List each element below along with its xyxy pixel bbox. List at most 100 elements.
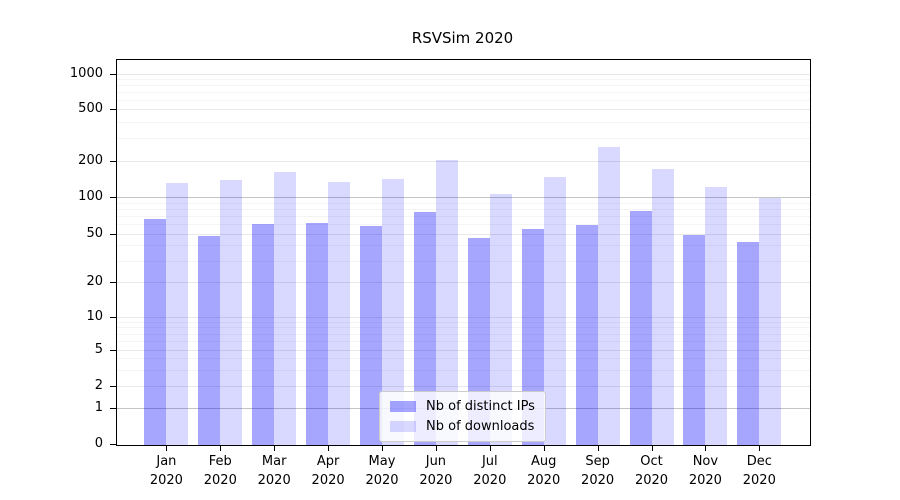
x-tick-label: May 2020 (365, 454, 399, 488)
minor-gridline (117, 137, 810, 139)
x-tick-label: Feb 2020 (203, 454, 237, 488)
x-tick (759, 445, 761, 451)
x-tick-label: Dec 2020 (742, 454, 776, 488)
legend-item-downloads: Nb of downloads (390, 419, 535, 434)
bar-distinct-ips-apr (306, 223, 329, 445)
bar-downloads-aug (543, 176, 566, 445)
major-gridline (117, 233, 810, 235)
major-gridline (117, 109, 810, 110)
bar-downloads-jan (166, 183, 189, 445)
legend: Nb of distinct IPs Nb of downloads (379, 391, 546, 442)
minor-gridline (117, 369, 810, 371)
minor-gridline (117, 340, 810, 342)
x-tick (651, 445, 653, 451)
major-gridline (117, 317, 810, 318)
y-tick (110, 444, 117, 445)
chart-title: RSVSim 2020 (411, 29, 514, 47)
major-gridline (117, 161, 810, 162)
legend-swatch-distinct-ips (390, 401, 416, 412)
minor-gridline (117, 321, 810, 323)
minor-gridline (117, 215, 810, 217)
minor-gridline (117, 327, 810, 329)
y-tick (110, 349, 117, 351)
x-tick-label: Jul 2020 (473, 454, 507, 488)
minor-gridline (117, 245, 810, 247)
y-tick-label: 2 (94, 378, 103, 393)
x-tick (435, 445, 437, 451)
y-tick (110, 408, 117, 409)
minor-gridline (117, 202, 810, 204)
y-tick (110, 317, 117, 318)
x-tick (274, 445, 276, 451)
y-tick (110, 74, 117, 75)
major-gridline (117, 386, 810, 387)
y-tick (110, 386, 117, 387)
bar-distinct-ips-feb (198, 235, 221, 445)
bar-downloads-jun (435, 159, 458, 445)
y-tick-label: 5 (94, 341, 103, 357)
bar-downloads-apr (328, 182, 351, 445)
y-tick-label: 20 (86, 274, 103, 289)
y-tick (110, 233, 117, 235)
y-tick-label: 200 (78, 153, 103, 168)
y-tick (110, 161, 117, 162)
minor-gridline (117, 79, 810, 81)
x-tick (166, 445, 168, 451)
y-tick-label: 10 (86, 309, 103, 324)
y-tick (110, 109, 117, 110)
x-tick-label: Oct 2020 (634, 454, 669, 488)
x-tick-label: Apr 2020 (311, 454, 345, 488)
minor-gridline (117, 85, 810, 87)
y-tick-label: 1000 (69, 66, 103, 81)
bar-downloads-may (382, 179, 404, 445)
x-tick (543, 445, 545, 451)
bar-downloads-mar (274, 172, 297, 445)
bar-distinct-ips-may (360, 225, 382, 445)
minor-gridline (117, 260, 810, 262)
y-tick-label: 100 (78, 189, 103, 204)
x-tick (382, 445, 383, 451)
minor-gridline (117, 358, 810, 360)
y-tick (110, 197, 117, 198)
x-tick (705, 445, 707, 451)
major-gridline (117, 349, 810, 351)
x-tick-label: Jan 2020 (149, 454, 183, 488)
y-tick-label: 1 (94, 400, 103, 415)
x-tick (328, 445, 330, 451)
bar-distinct-ips-dec (737, 242, 760, 445)
legend-item-distinct-ips: Nb of distinct IPs (390, 399, 535, 414)
legend-label-downloads: Nb of downloads (426, 419, 535, 434)
bar-distinct-ips-sep (575, 224, 598, 445)
x-tick (220, 445, 222, 451)
major-gridline (117, 282, 810, 283)
bar-distinct-ips-oct (629, 211, 652, 445)
minor-gridline (117, 208, 810, 210)
x-tick-label: Nov 2020 (688, 454, 722, 488)
x-tick-label: Aug 2020 (527, 454, 561, 488)
bar-downloads-sep (597, 147, 620, 445)
bar-downloads-dec (759, 198, 782, 445)
y-tick-label: 500 (78, 101, 103, 116)
major-gridline (117, 74, 810, 75)
minor-gridline (117, 99, 810, 101)
bar-downloads-oct (651, 168, 674, 445)
emphasized-gridline (117, 197, 810, 198)
minor-gridline (117, 333, 810, 335)
bar-distinct-ips-jan (144, 219, 167, 445)
x-tick-label: Sep 2020 (581, 454, 615, 488)
bar-distinct-ips-jun (413, 211, 436, 445)
x-tick (489, 445, 491, 451)
legend-label-distinct-ips: Nb of distinct IPs (426, 399, 535, 414)
y-tick-label: 0 (94, 436, 103, 451)
bar-downloads-feb (220, 179, 243, 445)
bar-distinct-ips-nov (683, 234, 706, 445)
minor-gridline (117, 223, 810, 225)
minor-gridline (117, 92, 810, 93)
plot-area: 0 1 2 5 10 20 50 100 200 500 1000 Jan 2020 Feb 2020 Ma… (70, 59, 811, 488)
x-tick-label: Jun 2020 (419, 454, 453, 488)
bar-downloads-jul (489, 194, 512, 445)
bar-downloads-nov (705, 186, 728, 445)
minor-gridline (117, 121, 810, 123)
y-tick-label: 50 (86, 225, 103, 241)
